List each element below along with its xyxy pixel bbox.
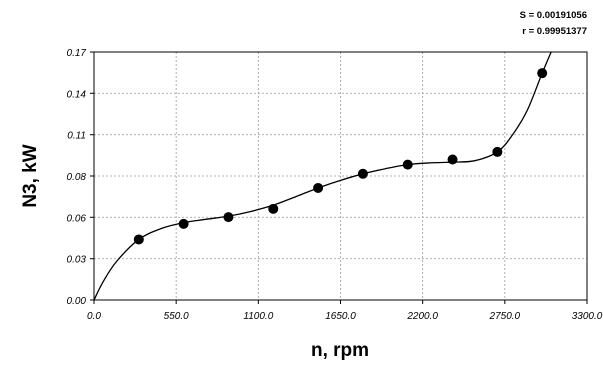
data-point (133, 234, 144, 245)
y-tick-label: 0.14 (67, 89, 87, 100)
stat-s: S = 0.00191056 (520, 10, 587, 21)
y-axis-ticks: 0.00 0.03 0.06 0.08 0.11 0.14 0.17 (67, 48, 94, 307)
data-point (447, 154, 458, 165)
y-tick-label: 0.11 (67, 131, 86, 142)
data-points (133, 68, 548, 245)
x-tick-label: 550.0 (164, 311, 189, 322)
data-point (402, 159, 413, 170)
x-tick-label: 1650.0 (325, 311, 356, 322)
x-tick-label: 1100.0 (243, 311, 273, 322)
data-point (492, 146, 503, 157)
y-tick-label: 0.17 (67, 48, 87, 59)
x-tick-label: 3300.0 (572, 311, 603, 322)
x-axis-title: n, rpm (311, 340, 369, 361)
stat-r: r = 0.99951377 (522, 26, 587, 37)
grid (94, 52, 587, 300)
data-point (537, 68, 548, 79)
x-axis-ticks: 0.0 550.0 1100.0 1650.0 2200.0 2750.0 3300.0 (87, 300, 603, 322)
x-tick-label: 2750.0 (489, 311, 521, 322)
y-tick-label: 0.03 (67, 255, 87, 266)
y-tick-label: 0.06 (67, 213, 87, 224)
y-tick-label: 0.00 (67, 296, 87, 307)
data-point (357, 168, 368, 179)
data-point (178, 218, 189, 229)
y-axis-title: N3, kW (20, 144, 41, 207)
data-point (313, 182, 324, 193)
data-point (268, 203, 279, 214)
data-point (223, 212, 234, 223)
x-tick-label: 0.0 (87, 311, 101, 322)
x-tick-label: 2200.0 (406, 311, 438, 322)
y-tick-label: 0.08 (67, 172, 87, 183)
